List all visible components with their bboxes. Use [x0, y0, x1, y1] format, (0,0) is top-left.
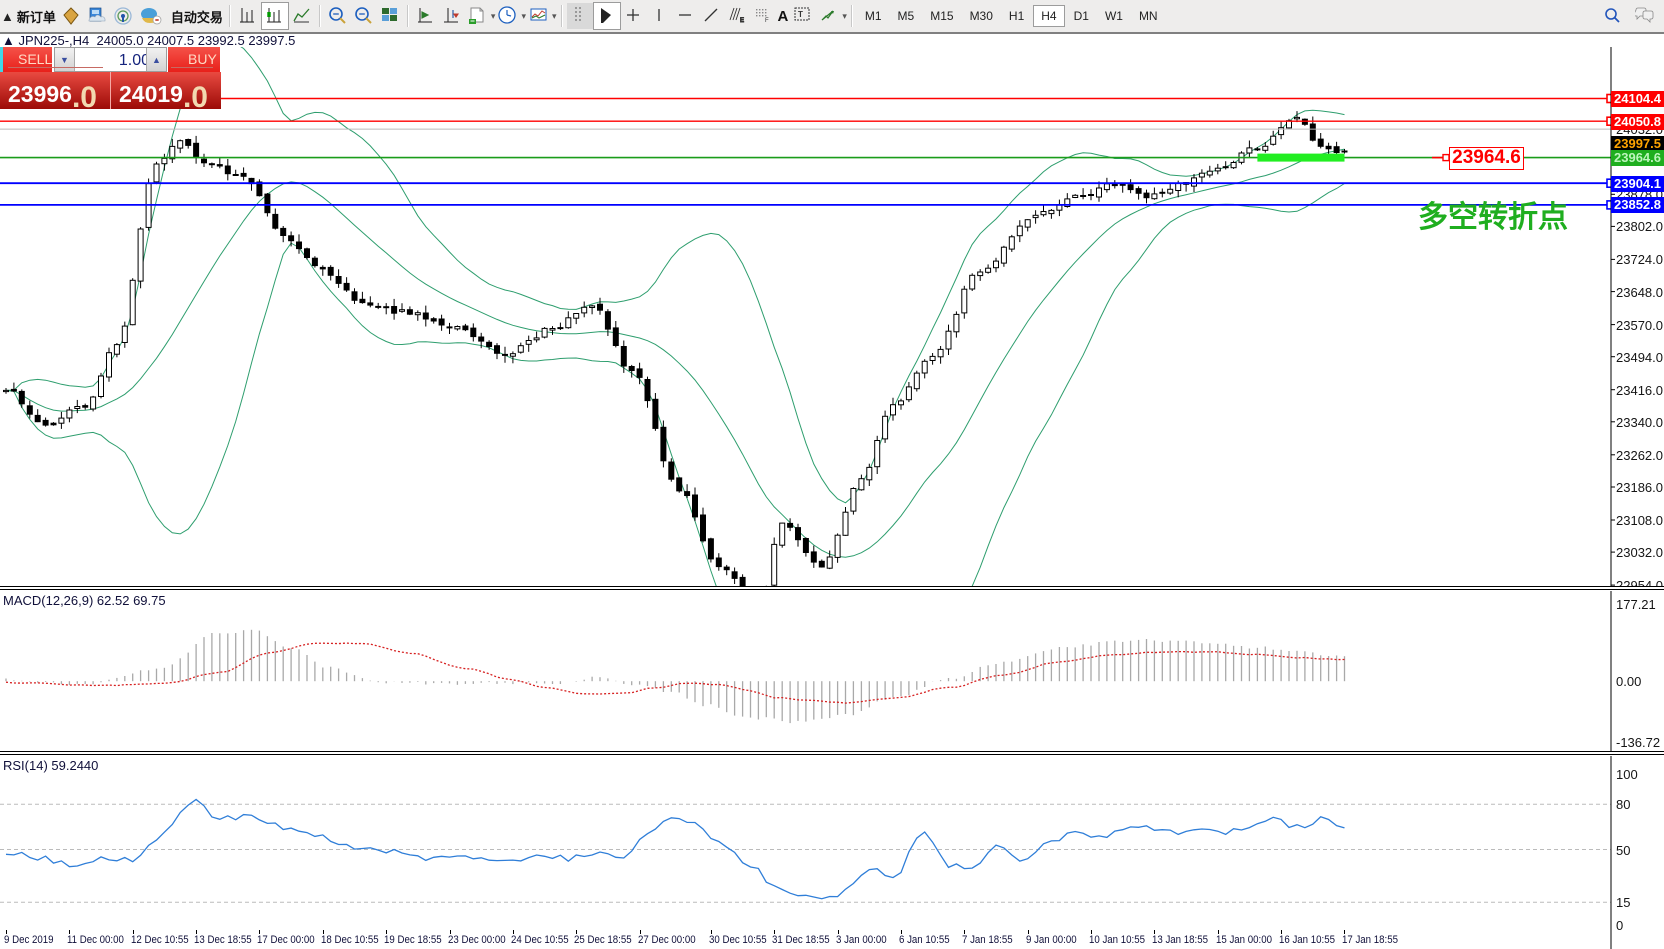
- svg-text:T: T: [798, 10, 803, 19]
- svg-text:E: E: [740, 18, 744, 24]
- svg-text:F: F: [765, 18, 769, 24]
